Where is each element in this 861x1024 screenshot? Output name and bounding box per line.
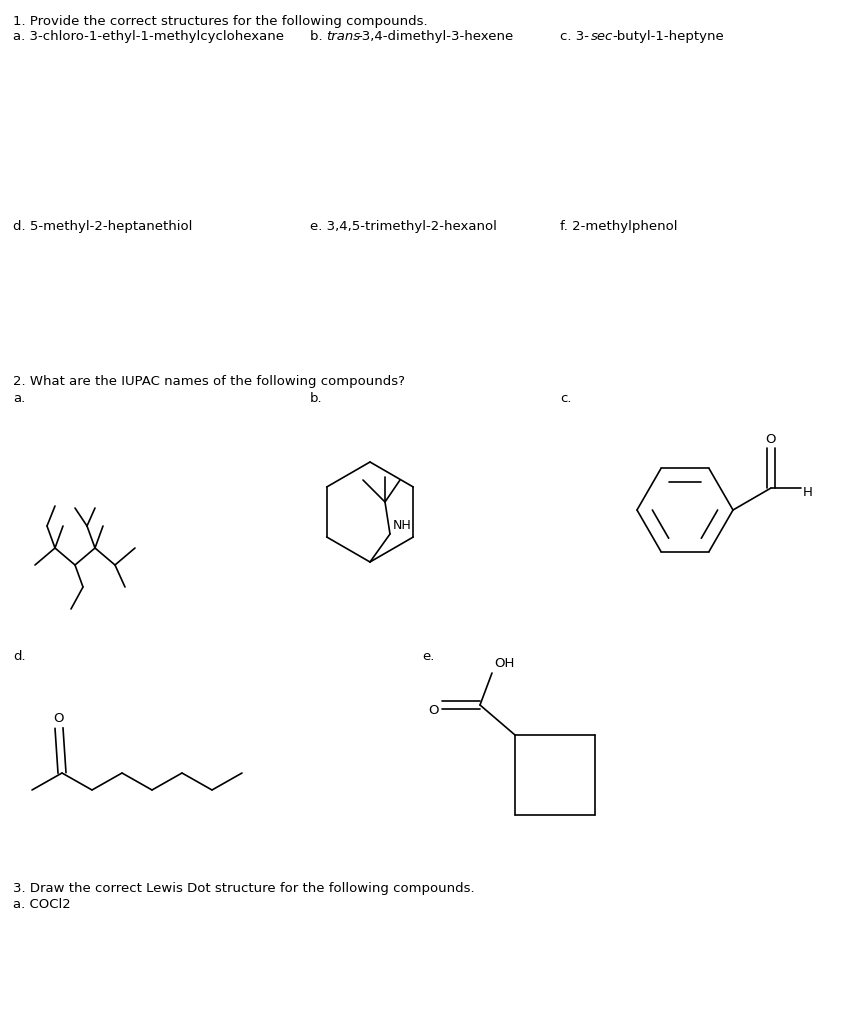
Text: 1. Provide the correct structures for the following compounds.: 1. Provide the correct structures for th… — [13, 15, 428, 28]
Text: b.: b. — [310, 392, 323, 406]
Text: O: O — [429, 703, 439, 717]
Text: 3. Draw the correct Lewis Dot structure for the following compounds.: 3. Draw the correct Lewis Dot structure … — [13, 882, 474, 895]
Text: -3,4-dimethyl-3-hexene: -3,4-dimethyl-3-hexene — [357, 30, 513, 43]
Text: d.: d. — [13, 650, 26, 663]
Text: b.: b. — [310, 30, 327, 43]
Text: d. 5-methyl-2-heptanethiol: d. 5-methyl-2-heptanethiol — [13, 220, 192, 233]
Text: c.: c. — [560, 392, 572, 406]
Text: H: H — [803, 486, 813, 500]
Text: e.: e. — [422, 650, 435, 663]
Text: OH: OH — [494, 657, 514, 670]
Text: trans: trans — [326, 30, 360, 43]
Text: c. 3-: c. 3- — [560, 30, 589, 43]
Text: sec: sec — [591, 30, 613, 43]
Text: 2. What are the IUPAC names of the following compounds?: 2. What are the IUPAC names of the follo… — [13, 375, 405, 388]
Text: -butyl-1-heptyne: -butyl-1-heptyne — [612, 30, 724, 43]
Text: a.: a. — [13, 392, 25, 406]
Text: O: O — [53, 712, 65, 725]
Text: e. 3,4,5-trimethyl-2-hexanol: e. 3,4,5-trimethyl-2-hexanol — [310, 220, 497, 233]
Text: O: O — [765, 433, 777, 446]
Text: f. 2-methylphenol: f. 2-methylphenol — [560, 220, 678, 233]
Text: NH: NH — [393, 519, 412, 532]
Text: a. 3-chloro-1-ethyl-1-methylcyclohexane: a. 3-chloro-1-ethyl-1-methylcyclohexane — [13, 30, 284, 43]
Text: a. COCl2: a. COCl2 — [13, 898, 71, 911]
